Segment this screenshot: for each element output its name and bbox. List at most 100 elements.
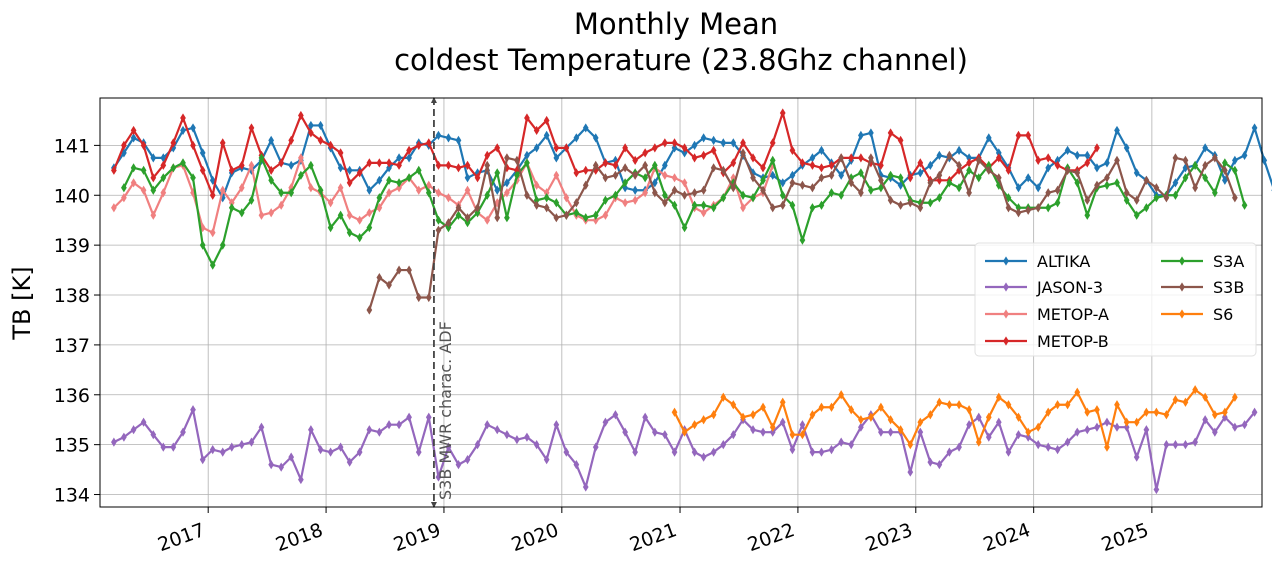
data-point (1123, 143, 1130, 153)
data-point (651, 143, 658, 153)
data-point (288, 452, 295, 462)
data-point (445, 442, 452, 452)
data-point (298, 474, 304, 485)
data-point (298, 153, 304, 163)
data-point (1074, 178, 1081, 188)
data-point (366, 305, 373, 315)
data-point (356, 447, 363, 457)
data-point (514, 155, 520, 165)
data-point (750, 153, 756, 163)
data-point (956, 160, 962, 170)
legend-label: S6 (1213, 305, 1233, 324)
data-point (180, 158, 186, 168)
data-point (750, 410, 756, 420)
data-point (327, 223, 334, 233)
data-point (445, 133, 452, 143)
data-point (248, 437, 255, 447)
data-point (700, 133, 707, 143)
data-point (760, 175, 766, 185)
data-point (789, 145, 796, 155)
data-point (779, 200, 786, 210)
data-point (582, 123, 589, 133)
data-point (671, 447, 678, 457)
data-point (848, 405, 855, 415)
data-point (1202, 143, 1209, 153)
data-point (760, 163, 766, 173)
data-point (1035, 422, 1042, 432)
data-point (543, 188, 550, 198)
data-point (966, 420, 972, 430)
data-point (671, 143, 678, 153)
data-point (809, 410, 816, 420)
data-point (170, 138, 177, 148)
data-point (966, 165, 972, 175)
data-point (671, 173, 678, 183)
data-point (258, 153, 265, 163)
data-point (1241, 150, 1248, 160)
y-tick-label: 135 (54, 435, 90, 457)
data-point (818, 402, 825, 412)
data-point (642, 412, 649, 422)
data-point (396, 178, 402, 188)
data-point (278, 188, 285, 198)
data-point (563, 193, 570, 203)
data-point (278, 462, 285, 472)
data-point (121, 193, 127, 203)
data-point (180, 427, 186, 437)
data-point (966, 153, 972, 163)
data-point (995, 417, 1002, 427)
data-point (592, 133, 599, 143)
data-point (337, 183, 344, 193)
data-point (1222, 158, 1228, 168)
data-point (474, 203, 481, 213)
x-tick-label: 2019 (391, 519, 444, 556)
data-point (346, 228, 353, 238)
data-point (1025, 130, 1032, 141)
data-point (1054, 400, 1061, 410)
data-point (700, 452, 707, 462)
data-point (464, 218, 471, 228)
data-point (435, 472, 442, 482)
data-point (1133, 417, 1140, 427)
data-point (868, 412, 874, 422)
data-point (671, 200, 678, 210)
data-point (592, 160, 599, 170)
data-point (1074, 427, 1081, 437)
data-point (1211, 427, 1218, 437)
data-point (769, 427, 776, 437)
data-point (887, 128, 894, 138)
data-point (1005, 447, 1012, 457)
data-point (140, 165, 147, 175)
data-point (1054, 198, 1061, 208)
data-point (130, 425, 137, 435)
data-point (415, 140, 422, 150)
data-point (700, 150, 707, 160)
series-layer (111, 108, 1272, 495)
data-point (642, 160, 649, 170)
legend-label: METOP-A (1037, 305, 1109, 324)
data-point (720, 440, 727, 450)
data-point (1045, 188, 1052, 198)
data-point (612, 160, 619, 170)
data-point (553, 170, 560, 180)
data-point (1232, 155, 1238, 165)
data-point (700, 208, 707, 218)
data-point (582, 213, 589, 223)
data-point (111, 165, 117, 175)
data-point (366, 158, 373, 168)
data-point (386, 188, 392, 198)
data-point (1114, 125, 1120, 136)
data-point (730, 400, 737, 410)
data-point (228, 165, 235, 175)
data-point (356, 215, 363, 225)
y-tick-label: 136 (54, 385, 90, 407)
data-point (868, 128, 874, 138)
data-point (848, 178, 855, 188)
data-point (190, 173, 196, 183)
data-point (592, 442, 599, 452)
data-point (1035, 155, 1042, 165)
data-point (298, 170, 304, 180)
data-point (700, 200, 707, 210)
data-point (1123, 422, 1130, 432)
series-jason-3 (111, 405, 1258, 495)
